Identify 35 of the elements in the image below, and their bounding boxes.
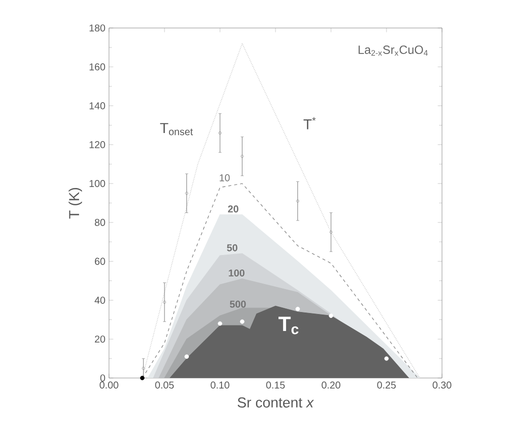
point bbox=[184, 354, 189, 359]
point bbox=[140, 376, 144, 380]
annotation: T$^{*}$ bbox=[304, 117, 316, 130]
point bbox=[296, 306, 300, 312]
y-tick-label: 180 bbox=[90, 24, 106, 32]
y-tick-label: 120 bbox=[90, 141, 106, 148]
y-tick-label: 0 bbox=[100, 374, 106, 382]
y-tick-label: 40 bbox=[94, 296, 106, 304]
annotation: 100 bbox=[228, 269, 244, 277]
x-tick-label: 0.05 bbox=[155, 382, 174, 389]
annotation: 50 bbox=[226, 244, 238, 252]
annotation: 10 bbox=[220, 174, 230, 182]
y-tick-label: 20 bbox=[94, 336, 106, 343]
x-tick-label: 0.20 bbox=[322, 382, 340, 389]
point bbox=[328, 314, 334, 318]
y-axis-title: T (K) bbox=[68, 188, 82, 219]
annotation: T$_{onset}$ bbox=[160, 123, 193, 136]
x-tick-label: 0.15 bbox=[266, 382, 285, 389]
annotation: T$_{c}$ bbox=[278, 316, 298, 334]
x-tick-label: 0.25 bbox=[377, 382, 396, 389]
point bbox=[240, 319, 244, 324]
point bbox=[384, 356, 389, 361]
annotation: La$_{2-x}$Sr$_{x}$CuO$_{4}$ bbox=[358, 46, 428, 56]
annotation: 500 bbox=[230, 300, 246, 308]
x-tick-label: 0.30 bbox=[432, 382, 452, 389]
annotation: 20 bbox=[228, 205, 238, 212]
y-tick-label: 80 bbox=[94, 218, 106, 226]
y-tick-label: 60 bbox=[94, 258, 106, 265]
y-tick-label: 100 bbox=[90, 180, 106, 188]
x-tick-label: 0.00 bbox=[100, 382, 118, 389]
y-tick-label: 140 bbox=[90, 102, 106, 110]
y-tick-label: 160 bbox=[90, 63, 106, 70]
point bbox=[218, 321, 222, 326]
x-tick-label: 0.10 bbox=[210, 382, 230, 389]
x-axis-title: Sr content x bbox=[238, 397, 314, 408]
